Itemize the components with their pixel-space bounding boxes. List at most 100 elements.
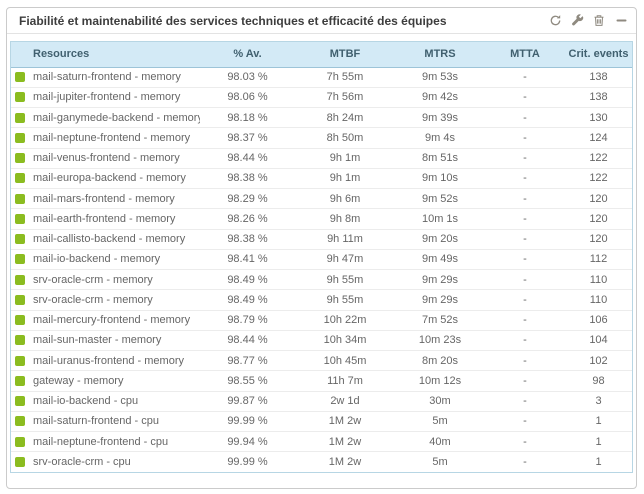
table-row[interactable]: srv-oracle-crm - cpu 99.99 % 1M 2w 5m - … — [11, 451, 632, 472]
table-row[interactable]: mail-io-backend - memory 98.41 % 9h 47m … — [11, 248, 632, 270]
table-row[interactable]: mail-io-backend - cpu 99.87 % 2w 1d 30m … — [11, 390, 632, 412]
resource-name: mail-earth-frontend - memory — [33, 208, 200, 229]
availability-value: 98.41 % — [200, 248, 295, 270]
table-row[interactable]: srv-oracle-crm - memory 98.49 % 9h 55m 9… — [11, 289, 632, 310]
status-ok-icon — [15, 294, 25, 305]
table-row[interactable]: mail-callisto-backend - memory 98.38 % 9… — [11, 228, 632, 250]
availability-value: 98.77 % — [200, 349, 295, 371]
column-header-crit-events[interactable]: Crit. events — [565, 42, 632, 68]
mtrs-value: 10m 1s — [395, 208, 485, 229]
resource-name: mail-neptune-frontend - cpu — [33, 430, 200, 452]
table-row[interactable]: mail-venus-frontend - memory 98.44 % 9h … — [11, 147, 632, 169]
mtrs-value: 5m — [395, 410, 485, 432]
availability-value: 98.44 % — [200, 147, 295, 169]
mtbf-value: 10h 22m — [295, 309, 395, 331]
resource-name: mail-jupiter-frontend - memory — [33, 86, 200, 108]
crit-events-value: 130 — [565, 106, 632, 128]
mtta-value: - — [485, 106, 565, 128]
mtta-value: - — [485, 248, 565, 270]
dashboard-widget: Fiabilité et maintenabilité des services… — [6, 7, 637, 489]
mtrs-value: 7m 52s — [395, 309, 485, 331]
status-ok-icon — [15, 193, 25, 204]
table-row[interactable]: mail-sun-master - memory 98.44 % 10h 34m… — [11, 329, 632, 351]
mtbf-value: 1M 2w — [295, 410, 395, 432]
mtrs-value: 40m — [395, 430, 485, 452]
availability-value: 99.99 % — [200, 410, 295, 432]
configure-icon[interactable] — [570, 14, 584, 28]
reliability-table: Resources % Av. MTBF MTRS MTTA Crit. eve… — [10, 41, 633, 473]
refresh-icon[interactable] — [548, 14, 562, 28]
resource-name: mail-saturn-frontend - memory — [33, 71, 181, 84]
mtrs-value: 9m 39s — [395, 106, 485, 128]
mtrs-value: 9m 10s — [395, 167, 485, 189]
availability-value: 98.38 % — [200, 228, 295, 250]
mtbf-value: 10h 45m — [295, 349, 395, 371]
mtrs-value: 8m 51s — [395, 147, 485, 169]
table-row[interactable]: mail-neptune-frontend - memory 98.37 % 8… — [11, 127, 632, 148]
mtrs-value: 9m 20s — [395, 228, 485, 250]
table-row[interactable]: mail-neptune-frontend - cpu 99.94 % 1M 2… — [11, 430, 632, 452]
table-row[interactable]: mail-saturn-frontend - cpu 99.99 % 1M 2w… — [11, 410, 632, 432]
status-ok-icon — [15, 92, 25, 103]
column-header-availability[interactable]: % Av. — [200, 42, 295, 68]
mtta-value: - — [485, 187, 565, 209]
mtbf-value: 9h 1m — [295, 167, 395, 189]
status-ok-icon — [15, 213, 25, 224]
availability-value: 98.06 % — [200, 86, 295, 108]
column-header-resources[interactable]: Resources — [33, 42, 200, 68]
table-row[interactable]: mail-europa-backend - memory 98.38 % 9h … — [11, 167, 632, 189]
mtta-value: - — [485, 451, 565, 472]
status-ok-icon — [15, 335, 25, 346]
availability-value: 98.18 % — [200, 106, 295, 128]
availability-value: 98.49 % — [200, 289, 295, 310]
crit-events-value: 1 — [565, 410, 632, 432]
mtta-value: - — [485, 228, 565, 250]
collapse-icon[interactable] — [614, 14, 628, 28]
table-row[interactable]: mail-earth-frontend - memory 98.26 % 9h … — [11, 208, 632, 229]
status-ok-icon — [15, 457, 25, 468]
mtrs-value: 9m 4s — [395, 127, 485, 148]
availability-value: 98.79 % — [200, 309, 295, 331]
table-row[interactable]: mail-mercury-frontend - memory 98.79 % 1… — [11, 309, 632, 331]
crit-events-value: 3 — [565, 390, 632, 412]
delete-icon[interactable] — [592, 14, 606, 28]
resource-name: srv-oracle-crm - memory — [33, 268, 200, 290]
mtta-value: - — [485, 410, 565, 432]
column-header-mtbf[interactable]: MTBF — [295, 42, 395, 68]
resource-name: srv-oracle-crm - cpu — [33, 451, 200, 472]
widget-titlebar: Fiabilité et maintenabilité des services… — [7, 8, 636, 34]
table-row[interactable]: mail-uranus-frontend - memory 98.77 % 10… — [11, 349, 632, 371]
availability-value: 98.38 % — [200, 167, 295, 189]
mtbf-value: 2w 1d — [295, 390, 395, 412]
table-body: mail-saturn-frontend - memory 98.03 % 7h… — [11, 67, 632, 472]
crit-events-value: 138 — [565, 86, 632, 108]
table-row[interactable]: srv-oracle-crm - memory 98.49 % 9h 55m 9… — [11, 268, 632, 290]
table-row[interactable]: mail-saturn-frontend - memory 98.03 % 7h… — [11, 67, 632, 87]
table-row[interactable]: gateway - memory 98.55 % 11h 7m 10m 12s … — [11, 370, 632, 391]
mtbf-value: 9h 6m — [295, 187, 395, 209]
mtrs-value: 9m 49s — [395, 248, 485, 270]
crit-events-value: 102 — [565, 349, 632, 371]
resource-name: mail-mars-frontend - memory — [33, 187, 200, 209]
crit-events-value: 120 — [565, 187, 632, 209]
mtbf-value: 11h 7m — [295, 370, 395, 391]
column-header-mtrs[interactable]: MTRS — [395, 42, 485, 68]
mtbf-value: 8h 50m — [295, 127, 395, 148]
mtta-value: - — [485, 86, 565, 108]
mtbf-value: 9h 55m — [295, 268, 395, 290]
column-header-mtta[interactable]: MTTA — [485, 42, 565, 68]
mtta-value: - — [485, 289, 565, 310]
status-ok-icon — [15, 396, 25, 407]
mtrs-value: 9m 53s — [421, 71, 459, 84]
resource-name: mail-io-backend - memory — [33, 248, 200, 270]
resource-name: mail-venus-frontend - memory — [33, 147, 200, 169]
mtbf-value: 1M 2w — [295, 430, 395, 452]
crit-events-value: 122 — [565, 167, 632, 189]
table-row[interactable]: mail-mars-frontend - memory 98.29 % 9h 6… — [11, 187, 632, 209]
table-row[interactable]: mail-ganymede-backend - memory 98.18 % 8… — [11, 106, 632, 128]
crit-events-value: 112 — [565, 248, 632, 270]
mtta-value: - — [485, 268, 565, 290]
availability-value: 99.87 % — [200, 390, 295, 412]
mtta-value: - — [485, 349, 565, 371]
table-row[interactable]: mail-jupiter-frontend - memory 98.06 % 7… — [11, 86, 632, 108]
